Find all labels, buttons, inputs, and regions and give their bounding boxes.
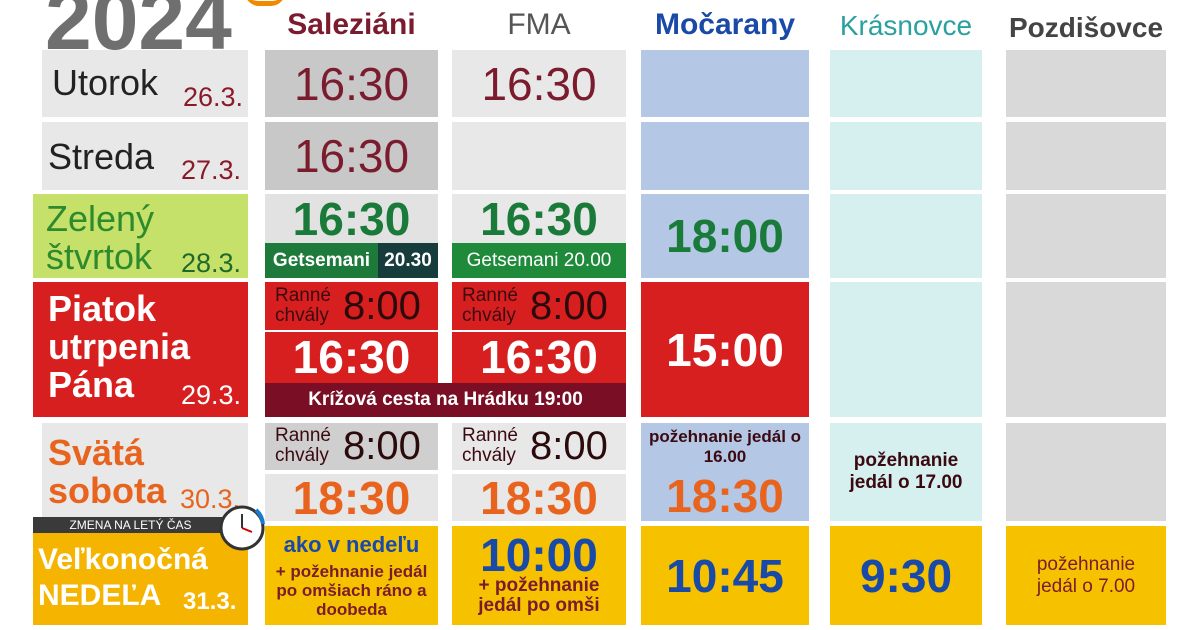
label: požehnanie jedál o 7.00 bbox=[1006, 526, 1166, 625]
day-cell bbox=[33, 194, 248, 278]
cell bbox=[1006, 122, 1166, 190]
cell bbox=[452, 122, 626, 190]
col-header: Močarany bbox=[654, 8, 796, 41]
label: požehnanie jedál o 16.00 bbox=[648, 427, 802, 466]
shared-event: Krížová cesta na Hrádku 19:00 bbox=[265, 383, 626, 417]
day-cell bbox=[42, 122, 248, 190]
time: 8:00 bbox=[343, 424, 421, 468]
day-cell bbox=[33, 282, 248, 417]
cell bbox=[1006, 194, 1166, 278]
event-time: 20.30 bbox=[378, 243, 438, 278]
day: Svätá sobota bbox=[48, 432, 167, 511]
cell bbox=[452, 423, 626, 470]
day: Piatok utrpenia Pána bbox=[48, 288, 191, 405]
clock-icon bbox=[219, 505, 265, 551]
time: 16:30 bbox=[452, 50, 626, 117]
cell bbox=[641, 423, 809, 521]
cell bbox=[265, 526, 438, 625]
time: 16:30 bbox=[265, 50, 438, 117]
date: 26.3. bbox=[183, 82, 244, 112]
separator bbox=[265, 330, 438, 332]
time: 18:30 bbox=[265, 472, 438, 524]
day: Veľkonočná NEDEĽA bbox=[38, 543, 208, 612]
time: 10:00 bbox=[480, 529, 598, 581]
time: 8:00 bbox=[530, 424, 608, 468]
cell bbox=[830, 282, 982, 417]
time: 8:00 bbox=[343, 284, 421, 328]
cell bbox=[265, 282, 438, 383]
time: 18:30 bbox=[666, 470, 784, 522]
date: 27.3. bbox=[181, 155, 242, 185]
day-cell bbox=[42, 423, 248, 521]
cell bbox=[641, 122, 809, 190]
time: 18:30 bbox=[452, 472, 626, 524]
logo-fragment bbox=[245, 0, 285, 6]
time: 15:00 bbox=[641, 282, 809, 417]
time: 8:00 bbox=[530, 284, 608, 328]
separator bbox=[452, 330, 626, 332]
time: 16:30 bbox=[452, 193, 626, 245]
cell bbox=[452, 526, 626, 625]
label: Ranné chvály bbox=[275, 285, 331, 326]
col-header: FMA bbox=[507, 8, 571, 41]
day-cell bbox=[42, 50, 248, 117]
time: 10:45 bbox=[641, 526, 809, 625]
event: Getsemani bbox=[265, 243, 378, 278]
time: 16:30 bbox=[480, 331, 598, 383]
day: Streda bbox=[48, 136, 155, 177]
label: požehnanie jedál o 17.00 bbox=[830, 423, 982, 521]
time: 9:30 bbox=[830, 526, 982, 625]
cell bbox=[452, 282, 626, 383]
label: Ranné chvály bbox=[462, 425, 518, 466]
date: 29.3. bbox=[181, 380, 242, 410]
label: Ranné chvály bbox=[275, 425, 331, 466]
event: Getsemani 20.00 bbox=[452, 243, 626, 278]
col-header: Pozdišovce bbox=[1008, 12, 1164, 43]
col-header: Saleziáni bbox=[287, 8, 416, 41]
cell bbox=[1006, 423, 1166, 521]
day-cell bbox=[33, 526, 248, 625]
day: Zelený štvrtok bbox=[46, 198, 155, 277]
cell bbox=[641, 50, 809, 117]
cell bbox=[1006, 50, 1166, 117]
time: 18:00 bbox=[641, 194, 809, 278]
cell bbox=[265, 423, 438, 470]
label: ako v nedeľu bbox=[283, 532, 420, 557]
cell bbox=[1006, 282, 1166, 417]
cell bbox=[830, 194, 982, 278]
date: 28.3. bbox=[181, 248, 242, 278]
cell bbox=[830, 50, 982, 117]
label: + požehnanie jedál po omši bbox=[478, 575, 600, 616]
cell bbox=[830, 122, 982, 190]
time: 16:30 bbox=[265, 122, 438, 190]
date: 31.3. bbox=[183, 588, 237, 615]
col-header: Krásnovce bbox=[839, 10, 973, 41]
time: 16:30 bbox=[265, 193, 438, 245]
time: 16:30 bbox=[292, 331, 411, 383]
label: Ranné chvály bbox=[462, 285, 518, 326]
note: ZMENA NA LETÝ ČAS bbox=[33, 517, 228, 533]
label: + požehnanie jedál po omšiach ráno a doo… bbox=[275, 562, 428, 619]
day: Utorok bbox=[52, 62, 159, 103]
